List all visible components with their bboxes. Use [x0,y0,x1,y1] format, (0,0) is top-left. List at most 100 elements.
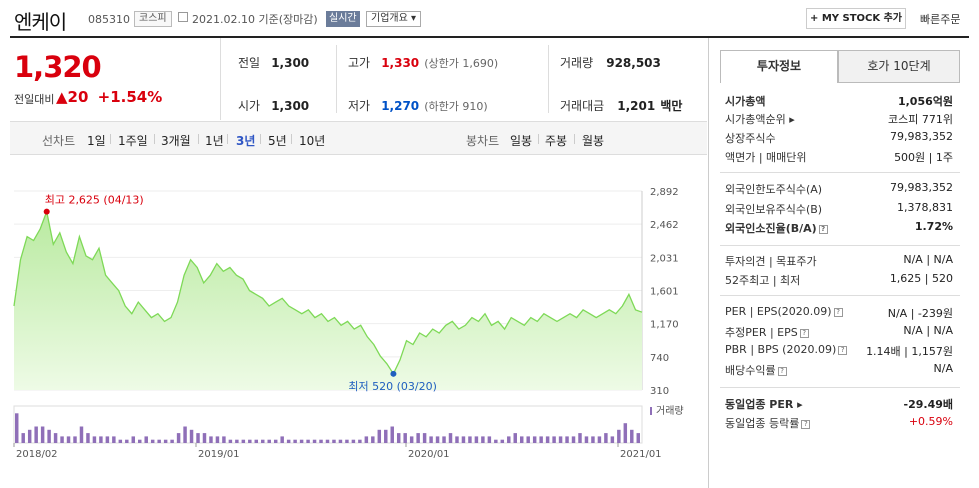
volume-bar [267,439,271,443]
volume-bar [157,439,161,443]
volume-bar [325,439,330,443]
section-divider [720,387,960,388]
volume-bar [99,436,103,443]
volume-bar [163,439,168,443]
x-tick-label: 2020/01 [408,449,450,460]
low-label: 최저 520 (03/20) [348,380,437,393]
volume-bar [79,426,84,443]
volume-bar [118,439,123,443]
volume-bar [558,436,563,443]
volume-bar [358,439,362,443]
company-info-dropdown[interactable]: 기업개요 ▾ [366,11,421,27]
help-icon[interactable]: ? [818,224,828,234]
volume-bar [403,433,407,443]
tab-invest-info[interactable]: 투자정보 [720,50,838,83]
price-chart[interactable]: 2,892 2,462 2,031 1,601 1,170 740 310 최고 2,625 … [10,175,700,465]
help-icon[interactable]: ? [833,307,843,317]
period-1w[interactable]: 1주일 [118,134,148,148]
volume-label: 거래량 [560,56,594,70]
section-divider [720,245,960,246]
header-divider [10,36,969,38]
help-icon[interactable]: ? [799,328,809,338]
period-1d[interactable]: 1일 [87,134,106,148]
open-price: 시가 1,300 [238,95,309,114]
high-value: 1,330 [381,56,420,70]
invest-label[interactable]: 시가총액순위 ▸ [725,113,795,126]
price-line [13,209,643,376]
period-3m[interactable]: 3개월 [161,134,191,148]
volume-bar [53,433,58,443]
invest-label: 추정PER | EPS? [725,324,809,340]
trade-amount: 거래대금 1,201 백만 [560,95,682,114]
volume-bar [138,439,142,443]
volume-bar [422,433,427,443]
volume-bar [461,436,466,443]
volume-bar [312,439,317,443]
help-icon[interactable]: ? [838,345,848,355]
amount-label: 거래대금 [560,99,605,113]
tab-hoga[interactable]: 호가 10단계 [838,50,960,83]
y-tick-label: 1,601 [650,287,679,298]
volume-bar [332,439,336,443]
divider [548,45,549,113]
invest-label: PER | EPS(2020.09)? [725,305,843,318]
volume-bar [630,429,634,443]
volume-bar [519,436,524,443]
volume-legend-swatch [650,407,652,415]
help-icon[interactable]: ? [777,366,787,376]
invest-value: 코스피 771위 [888,113,953,126]
chart-period-bar: 선차트 1일 1주일 3개월 1년 3년 5년 10년 봉차트 일봉 주봉 월봉 [10,121,707,155]
volume-bar [623,423,628,443]
prev-close: 전일 1,300 [238,52,309,71]
volume-bar [435,436,440,443]
change-percent: +1.54% [97,88,163,106]
stock-name: 엔케이 [14,10,67,34]
volume-bar [228,439,233,443]
volume-bar [92,436,97,443]
volume-bar [390,426,394,443]
volume-bar [105,436,110,443]
invest-value: N/A | N/A [903,324,953,337]
volume-bar [597,436,602,443]
quick-order-link[interactable]: 빠른주문 [920,13,961,26]
y-tick-label: 2,031 [650,253,679,264]
period-3y[interactable]: 3년 [236,134,256,148]
volume-bar [416,433,420,443]
invest-label[interactable]: 동일업종 PER ▸ [725,398,803,411]
volume-bar [189,429,194,443]
volume-bar [565,436,569,443]
invest-value: 1,625 | 520 [889,272,953,285]
volume-bar [468,436,472,443]
invest-label: 상장주식수 [725,132,776,145]
volume-bar [481,436,485,443]
volume-bar [299,439,304,443]
volume-bar [176,433,181,443]
period-1y[interactable]: 1년 [205,134,224,148]
volume-bar [273,439,278,443]
stock-code: 085310 [88,13,130,26]
volume-bar [183,426,187,443]
volume-bar [552,436,556,443]
open-label: 시가 [238,99,261,113]
candle-monthly[interactable]: 월봉 [582,134,605,148]
change-label: 전일대비 [14,93,55,106]
volume-bar [202,433,207,443]
candle-daily[interactable]: 일봉 [510,134,533,148]
volume-bar [235,439,239,443]
invest-value: N/A | -239원 [887,307,953,320]
market-badge: 코스피 [134,11,172,27]
invest-label: 시가총액 [725,95,766,108]
volume-label: 거래량 [656,405,684,417]
realtime-button[interactable]: 실시간 [326,11,360,27]
invest-label: 동일업종 등락률? [725,415,811,431]
help-icon[interactable]: ? [801,419,811,429]
volume-bar [487,436,492,443]
period-10y[interactable]: 10년 [299,134,326,148]
my-stock-add-button[interactable]: + MY STOCK 추가 [806,8,906,29]
candle-chart-label: 봉차트 [466,134,500,148]
invest-value: 1,056억원 [897,95,953,108]
invest-value: +0.59% [908,415,953,428]
candle-weekly[interactable]: 주봉 [545,134,568,148]
period-5y[interactable]: 5년 [268,134,287,148]
invest-label: 외국인소진율(B/A)? [725,220,828,236]
